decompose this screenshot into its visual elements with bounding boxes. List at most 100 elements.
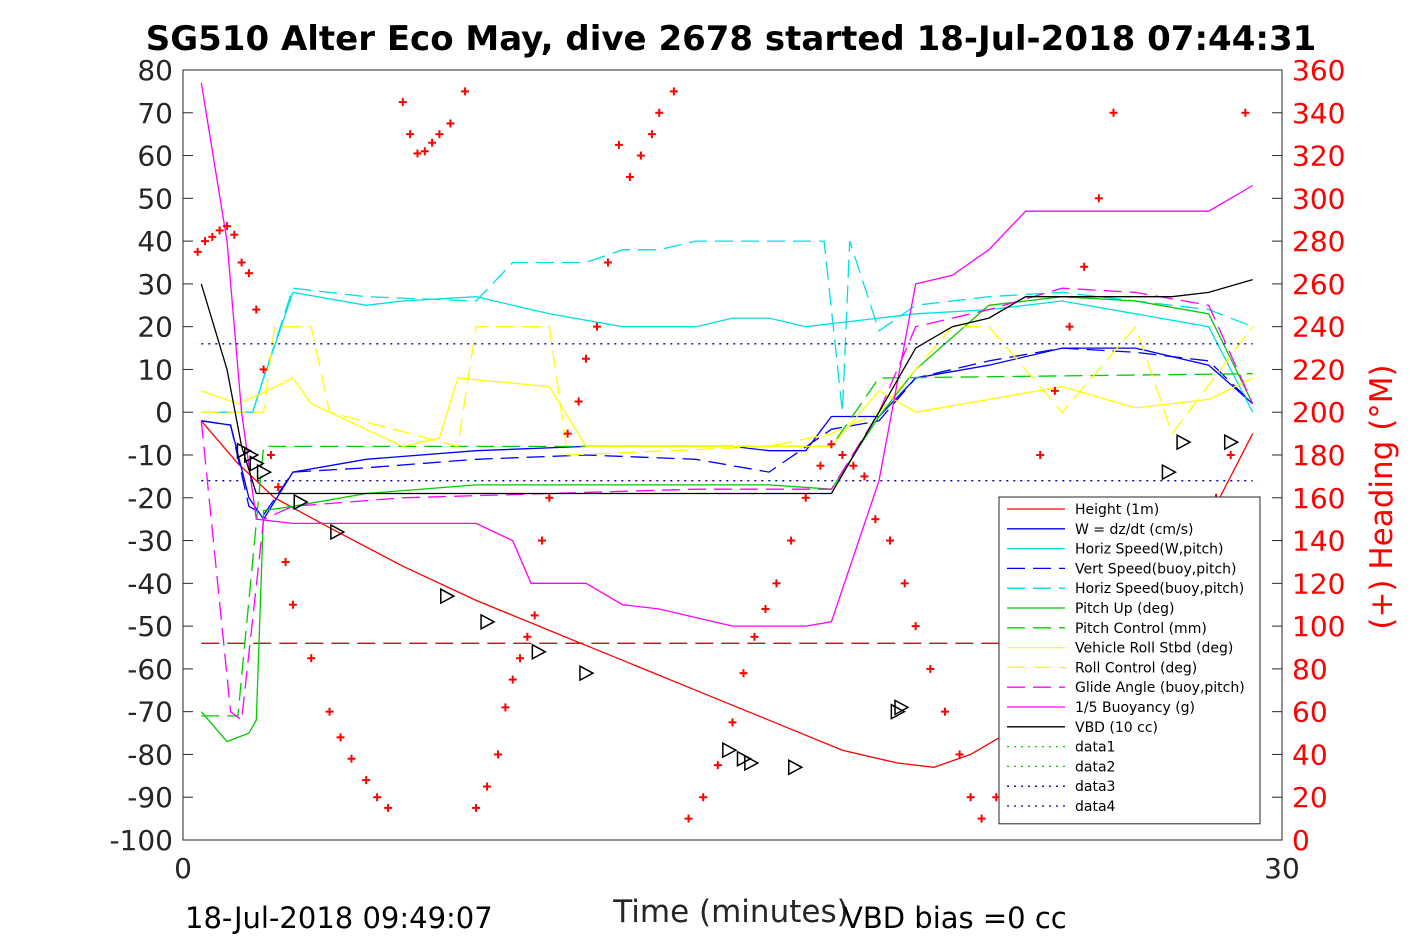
right-tick-label: 280 — [1292, 225, 1345, 258]
track-marker — [236, 442, 253, 459]
heading-point — [420, 147, 429, 156]
heading-point — [940, 707, 949, 716]
left-tick-label: 10 — [137, 353, 173, 386]
heading-point — [523, 632, 532, 641]
legend-label: Height (1m) — [1075, 502, 1159, 518]
heading-point — [545, 493, 554, 502]
heading-point — [581, 354, 590, 363]
series-line-2 — [201, 291, 1254, 413]
heading-point — [483, 782, 492, 791]
legend-label: Pitch Control (mm) — [1075, 621, 1207, 637]
right-tick-label: 40 — [1292, 738, 1328, 771]
right-tick-label: 160 — [1292, 482, 1345, 515]
left-tick-label: 30 — [137, 268, 173, 301]
heading-point — [508, 675, 517, 684]
track-marker — [894, 699, 910, 716]
heading-point — [926, 664, 935, 673]
heading-point — [200, 237, 209, 246]
legend-label: data3 — [1075, 779, 1115, 795]
right-tick-label: 140 — [1292, 525, 1345, 558]
heading-point — [461, 87, 470, 96]
heading-point — [849, 461, 858, 470]
heading-point — [614, 140, 623, 149]
heading-point — [208, 232, 217, 241]
heading-point — [563, 429, 572, 438]
heading-point — [871, 515, 880, 524]
heading-point — [428, 138, 437, 147]
legend-label: data4 — [1075, 799, 1116, 815]
right-tick-label: 320 — [1292, 140, 1345, 173]
left-tick-label: -60 — [127, 653, 173, 686]
legend-label: Vert Speed(buoy,pitch) — [1075, 561, 1237, 577]
heading-point — [259, 365, 268, 374]
legend-label: Roll Control (deg) — [1075, 660, 1197, 676]
track-marker — [722, 741, 738, 759]
heading-point — [325, 707, 334, 716]
legend-label: 1/5 Buoyancy (g) — [1075, 700, 1195, 716]
track-marker — [788, 759, 804, 776]
heading-point — [362, 776, 371, 785]
heading-point — [886, 536, 895, 545]
heading-point — [446, 119, 455, 128]
heading-point — [538, 536, 547, 545]
heading-point — [647, 130, 656, 139]
legend-label: Horiz Speed(W,pitch) — [1075, 542, 1223, 558]
series-line-4 — [201, 240, 1253, 413]
heading-point — [816, 461, 825, 470]
right-tick-label: 340 — [1292, 97, 1345, 130]
heading-point — [592, 322, 601, 331]
footer-vbd-bias: VBD bias =0 cc — [843, 901, 1067, 935]
track-marker — [249, 455, 265, 472]
heading-point — [1241, 108, 1250, 117]
track-marker — [293, 493, 309, 511]
track-marker — [440, 587, 456, 605]
heading-point — [1065, 322, 1074, 331]
heading-point — [625, 172, 634, 181]
right-tick-label: 20 — [1292, 781, 1328, 814]
series-line-1 — [201, 347, 1254, 521]
heading-point — [230, 230, 239, 239]
heading-point — [1080, 262, 1089, 271]
heading-point — [574, 397, 583, 406]
heading-point — [669, 87, 678, 96]
heading-point — [739, 669, 748, 678]
heading-point — [1050, 386, 1059, 395]
heading-point — [750, 632, 759, 641]
heading-point — [955, 750, 964, 759]
heading-point — [398, 98, 407, 107]
footer-timestamp: 18-Jul-2018 09:49:07 — [185, 901, 493, 935]
heading-point — [307, 654, 316, 663]
series-line-9 — [200, 287, 1254, 722]
heading-point — [384, 803, 393, 812]
left-tick-label: 80 — [137, 54, 173, 87]
series-line-6 — [201, 373, 1253, 717]
legend-label: Horiz Speed(buoy,pitch) — [1075, 581, 1244, 597]
heading-point — [636, 151, 645, 160]
heading-point — [244, 269, 253, 278]
heading-point — [838, 451, 847, 459]
chart-title: SG510 Alter Eco May, dive 2678 started 1… — [146, 19, 1317, 59]
left-tick-label: -90 — [127, 781, 173, 814]
left-tick-label: 70 — [137, 97, 173, 130]
heading-point — [237, 258, 246, 267]
heading-point — [1226, 451, 1235, 459]
track-marker — [480, 613, 496, 631]
heading-point — [1094, 194, 1103, 203]
legend-box — [998, 496, 1261, 825]
legend: Height (1m) W = dz/dt (cm/s) Horiz Speed(W… — [998, 496, 1261, 825]
heading-point — [373, 793, 382, 802]
track-marker — [531, 643, 547, 661]
series-line-3 — [201, 347, 1254, 516]
series-lines — [200, 82, 1254, 768]
left-tick-label: 20 — [137, 311, 173, 344]
heading-point — [603, 258, 612, 267]
right-tick-label: 220 — [1292, 353, 1345, 386]
legend-label: data2 — [1075, 759, 1115, 775]
x-tick-label: 30 — [1264, 852, 1300, 885]
legend-label: VBD (10 cc) — [1075, 720, 1158, 736]
heading-point — [860, 472, 869, 481]
heading-point — [801, 493, 810, 502]
left-tick-label: -50 — [127, 610, 173, 643]
right-axis-ticks: 3603403203002802602402202001801601401201… — [1272, 54, 1345, 857]
heading-point — [1109, 108, 1118, 117]
